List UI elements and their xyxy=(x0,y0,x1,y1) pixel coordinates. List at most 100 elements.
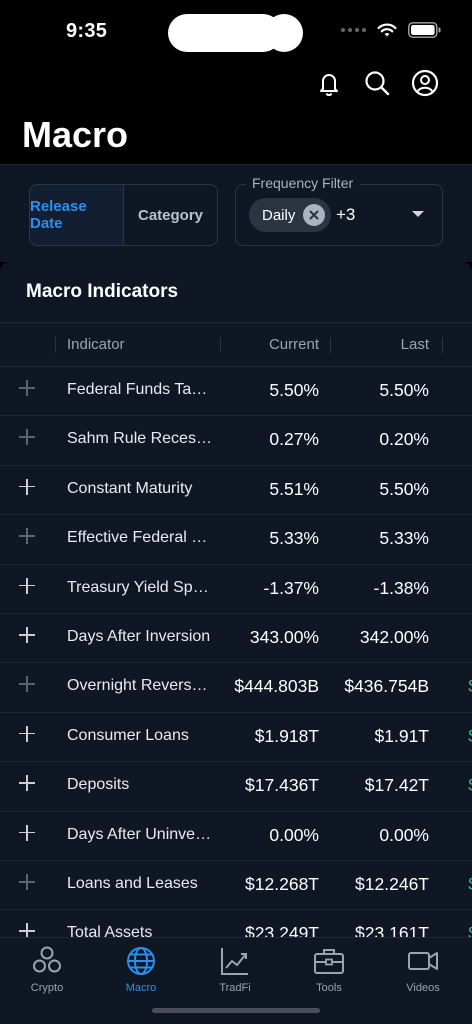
tab-videos[interactable]: Videos xyxy=(376,944,470,994)
table-row[interactable]: Effective Federal Funds Rate 5.33% 5.33% xyxy=(0,515,472,565)
table-row[interactable]: Overnight Reverse Repo $444.803B $436.754B… xyxy=(0,663,472,713)
column-divider xyxy=(442,337,443,353)
current-value: -1.37% xyxy=(263,577,319,598)
frequency-chip-label: Daily xyxy=(262,206,296,224)
current-value: $444.803B xyxy=(234,676,319,697)
column-header-last[interactable]: Last xyxy=(400,336,429,353)
expand-plus-icon[interactable] xyxy=(18,774,36,792)
table-row[interactable]: Days After Uninversion 0.00% 0.00% xyxy=(0,812,472,861)
current-value: 5.50% xyxy=(269,380,319,400)
chevron-down-icon xyxy=(412,211,424,217)
tab-macro[interactable]: Macro xyxy=(94,944,188,994)
current-value: $17.436T xyxy=(245,775,319,796)
table-header: Indicator Current Last xyxy=(0,323,472,367)
column-divider xyxy=(220,337,221,353)
header-actions xyxy=(314,68,440,98)
table-row[interactable]: Constant Maturity 5.51% 5.50% xyxy=(0,466,472,516)
filter-bar: Release Date Category Frequency Filter D… xyxy=(0,164,472,262)
table-body: Federal Funds Target Rate 5.50% 5.50% Sahm … xyxy=(0,367,472,942)
indicator-name: Consumer Loans xyxy=(67,726,189,744)
frequency-chip: Daily xyxy=(249,198,332,232)
frequency-more-count: +3 xyxy=(336,205,356,224)
last-value: $436.754B xyxy=(344,676,429,697)
search-icon[interactable] xyxy=(362,68,392,98)
expand-plus-icon[interactable] xyxy=(18,428,36,446)
last-value: -1.38% xyxy=(373,577,429,598)
indicator-name: Loans and Leases xyxy=(67,874,198,892)
last-value: 0.00% xyxy=(379,824,429,845)
indicator-name: Treasury Yield Spread xyxy=(67,578,212,596)
cellular-signal-icon xyxy=(341,28,366,32)
table-row[interactable]: Federal Funds Target Rate 5.50% 5.50% xyxy=(0,367,472,417)
last-value: 5.33% xyxy=(379,528,429,549)
last-value: $17.42T xyxy=(364,775,429,796)
indicator-name: Sahm Rule Recession Indicator xyxy=(67,430,212,448)
column-divider xyxy=(55,337,56,353)
home-indicator xyxy=(152,1008,320,1013)
next-column-value: $ xyxy=(468,775,472,796)
tab-tradfi[interactable]: TradFi xyxy=(188,944,282,994)
column-header-current[interactable]: Current xyxy=(268,336,319,353)
table-row[interactable]: Consumer Loans $1.918T $1.91T $ xyxy=(0,713,472,763)
current-value: 0.00% xyxy=(269,824,319,845)
page-title: Macro xyxy=(22,114,129,155)
tab-label: Crypto xyxy=(30,982,64,994)
table-row[interactable]: Deposits $17.436T $17.42T $ xyxy=(0,762,472,812)
table-row[interactable]: Loans and Leases $12.268T $12.246T $ xyxy=(0,861,472,911)
expand-plus-icon[interactable] xyxy=(18,379,36,397)
expand-plus-icon[interactable] xyxy=(18,675,36,693)
expand-plus-icon[interactable] xyxy=(18,478,36,496)
current-value: 5.51% xyxy=(269,478,319,499)
frequency-filter-select[interactable]: Frequency Filter Daily +3 xyxy=(235,175,443,246)
current-value: $12.268T xyxy=(245,873,319,894)
next-column-value: $ xyxy=(468,923,472,942)
segment-category[interactable]: Category xyxy=(137,206,204,224)
table-row[interactable]: Sahm Rule Recession Indicator 0.27% 0.20% xyxy=(0,416,472,466)
table-row[interactable]: Treasury Yield Spread -1.37% -1.38% xyxy=(0,565,472,614)
indicator-name: Deposits xyxy=(67,776,130,794)
expand-plus-icon[interactable] xyxy=(18,922,36,940)
expand-plus-icon[interactable] xyxy=(18,577,36,595)
indicator-name: Days After Uninversion xyxy=(67,825,212,843)
last-value: 0.20% xyxy=(379,429,429,450)
current-value: 5.33% xyxy=(269,528,319,549)
current-value: 0.27% xyxy=(269,429,319,450)
tab-label: Videos xyxy=(406,982,440,994)
indicator-name: Overnight Reverse Repo xyxy=(67,677,212,695)
next-column-value: $ xyxy=(468,676,472,697)
close-icon[interactable] xyxy=(303,204,326,226)
profile-icon[interactable] xyxy=(410,68,440,98)
current-value: 343.00% xyxy=(249,626,319,647)
last-value: $1.91T xyxy=(374,725,429,746)
current-value: $1.918T xyxy=(254,725,319,746)
expand-plus-icon[interactable] xyxy=(18,824,36,842)
table-row[interactable]: Days After Inversion 343.00% 342.00% xyxy=(0,614,472,664)
tab-label: Macro xyxy=(125,982,157,994)
chart-line-icon xyxy=(221,948,248,975)
macro-indicators-panel: Macro Indicators Indicator Current Last … xyxy=(0,262,472,942)
tab-crypto[interactable]: Crypto xyxy=(0,944,94,994)
battery-icon xyxy=(408,22,441,38)
sort-segmented-control: Release Date Category xyxy=(29,184,218,246)
indicator-name: Effective Federal Funds Rate xyxy=(67,529,212,547)
wifi-icon xyxy=(377,23,397,37)
panel-title: Macro Indicators xyxy=(0,262,472,323)
tab-label: TradFi xyxy=(219,982,251,994)
tab-label: Tools xyxy=(316,982,342,994)
expand-plus-icon[interactable] xyxy=(18,527,36,545)
globe-icon xyxy=(127,947,155,975)
expand-plus-icon[interactable] xyxy=(18,725,36,743)
bell-icon[interactable] xyxy=(314,68,344,98)
expand-plus-icon[interactable] xyxy=(18,873,36,891)
video-camera-icon xyxy=(408,952,438,970)
next-column-value: $ xyxy=(468,726,472,747)
last-value: $12.246T xyxy=(355,873,429,894)
dynamic-island xyxy=(168,14,282,52)
expand-plus-icon[interactable] xyxy=(18,626,36,644)
camera-cutout xyxy=(265,14,303,52)
frequency-filter-label: Frequency Filter xyxy=(246,175,360,191)
tab-tools[interactable]: Tools xyxy=(282,944,376,994)
column-header-indicator[interactable]: Indicator xyxy=(67,336,125,353)
indicator-name: Days After Inversion xyxy=(67,627,211,645)
segment-release-date[interactable]: Release Date xyxy=(30,185,124,245)
